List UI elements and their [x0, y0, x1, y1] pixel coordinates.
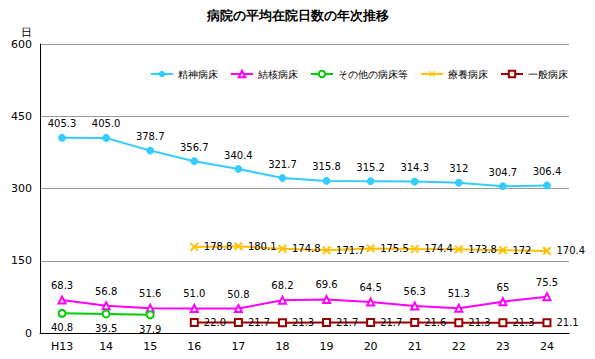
svg-text:172: 172: [512, 245, 531, 256]
svg-text:450: 450: [11, 110, 32, 123]
svg-text:15: 15: [143, 340, 157, 353]
svg-text:一般病床: 一般病床: [528, 69, 568, 80]
svg-text:56.3: 56.3: [404, 286, 426, 297]
svg-text:19: 19: [320, 340, 334, 353]
svg-text:0: 0: [25, 327, 32, 340]
svg-text:21.7: 21.7: [380, 317, 402, 328]
svg-text:51.0: 51.0: [183, 288, 205, 299]
svg-text:312: 312: [449, 163, 468, 174]
svg-text:病院の平均在院日数の年次推移: 病院の平均在院日数の年次推移: [206, 8, 389, 23]
svg-text:68.2: 68.2: [271, 280, 293, 291]
svg-text:16: 16: [187, 340, 201, 353]
svg-text:24: 24: [540, 340, 554, 353]
svg-text:69.6: 69.6: [315, 279, 337, 290]
svg-text:21: 21: [408, 340, 422, 353]
svg-text:180.1: 180.1: [248, 241, 277, 252]
svg-text:405.0: 405.0: [92, 118, 121, 129]
svg-text:21.3: 21.3: [512, 317, 534, 328]
svg-text:50.8: 50.8: [227, 289, 249, 300]
svg-text:56.8: 56.8: [95, 286, 117, 297]
svg-text:68.3: 68.3: [51, 280, 73, 291]
svg-text:314.3: 314.3: [400, 162, 429, 173]
svg-text:173.8: 173.8: [468, 244, 497, 255]
svg-text:21.6: 21.6: [424, 317, 446, 328]
svg-text:21.7: 21.7: [248, 317, 270, 328]
svg-text:64.5: 64.5: [359, 282, 381, 293]
svg-text:21.7: 21.7: [336, 317, 358, 328]
svg-text:178.8: 178.8: [204, 241, 233, 252]
svg-text:321.7: 321.7: [268, 159, 297, 170]
svg-text:174.8: 174.8: [292, 243, 321, 254]
svg-text:39.5: 39.5: [95, 323, 117, 334]
svg-text:H13: H13: [51, 340, 73, 353]
svg-text:21.3: 21.3: [292, 317, 314, 328]
svg-text:22: 22: [452, 340, 466, 353]
svg-text:23: 23: [496, 340, 510, 353]
svg-text:356.7: 356.7: [180, 142, 209, 153]
svg-text:174.4: 174.4: [424, 243, 453, 254]
svg-text:378.7: 378.7: [136, 131, 165, 142]
svg-text:315.2: 315.2: [356, 162, 385, 173]
svg-text:療養病床: 療養病床: [448, 69, 488, 80]
svg-text:51.6: 51.6: [139, 288, 161, 299]
svg-text:65: 65: [497, 282, 510, 293]
svg-text:17: 17: [231, 340, 245, 353]
svg-text:18: 18: [275, 340, 289, 353]
svg-text:600: 600: [11, 38, 32, 51]
svg-text:37.9: 37.9: [139, 324, 161, 335]
svg-text:51.3: 51.3: [448, 288, 470, 299]
svg-text:150: 150: [11, 254, 32, 267]
svg-text:171.7: 171.7: [336, 245, 365, 256]
svg-text:精神病床: 精神病床: [178, 69, 218, 80]
svg-text:21.1: 21.1: [556, 317, 578, 328]
svg-text:304.7: 304.7: [489, 167, 518, 178]
svg-text:22.0: 22.0: [204, 317, 226, 328]
svg-text:日: 日: [21, 26, 32, 39]
svg-text:175.5: 175.5: [380, 243, 409, 254]
svg-text:306.4: 306.4: [533, 166, 562, 177]
svg-text:21.3: 21.3: [468, 317, 490, 328]
svg-text:340.4: 340.4: [224, 150, 253, 161]
svg-text:14: 14: [99, 340, 113, 353]
svg-text:315.8: 315.8: [312, 161, 341, 172]
svg-text:その他の病床等: その他の病床等: [338, 69, 408, 80]
svg-text:結核病床: 結核病床: [257, 69, 298, 80]
svg-text:405.3: 405.3: [48, 118, 77, 129]
svg-text:75.5: 75.5: [536, 277, 558, 288]
svg-text:300: 300: [11, 182, 32, 195]
svg-text:170.4: 170.4: [556, 245, 585, 256]
svg-text:20: 20: [364, 340, 378, 353]
svg-text:40.8: 40.8: [51, 322, 73, 333]
